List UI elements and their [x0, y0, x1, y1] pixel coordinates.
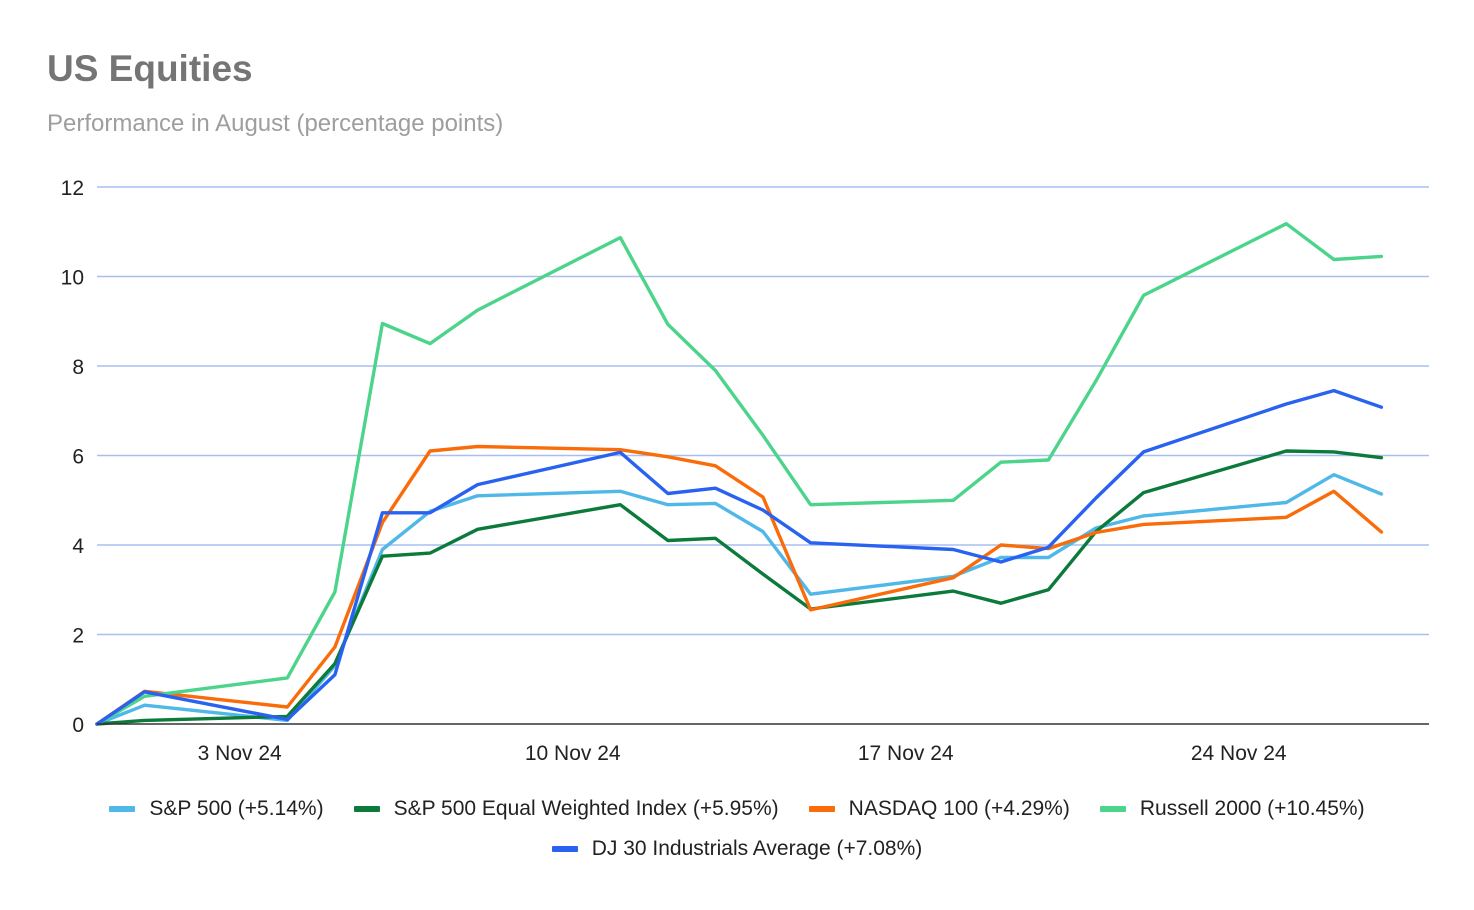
legend-label: Russell 2000 (+10.45%)	[1139, 797, 1365, 820]
y-tick-label: 10	[61, 267, 84, 290]
series-lines	[95, 221, 1384, 726]
y-tick-label: 12	[61, 177, 84, 200]
legend-swatch	[551, 846, 578, 852]
x-tick-label: 3 Nov 24	[198, 742, 282, 765]
chart-legend: S&P 500 (+5.14%) S&P 500 Equal Weighted I…	[0, 796, 1474, 862]
legend-item: Russell 2000 (+10.45%)	[1099, 796, 1365, 822]
x-tick-label: 24 Nov 24	[1191, 742, 1287, 765]
legend-label: NASDAQ 100 (+4.29%)	[848, 797, 1070, 820]
legend-item: NASDAQ 100 (+4.29%)	[808, 796, 1070, 822]
chart-title: US Equities	[47, 48, 253, 89]
y-tick-label: 2	[72, 625, 84, 648]
series-line-3	[95, 221, 1384, 726]
chart-subtitle: Performance in August (percentage points…	[47, 110, 504, 137]
series-line-0	[95, 473, 1384, 726]
x-tick-label: 17 Nov 24	[858, 742, 954, 765]
legend-item: S&P 500 Equal Weighted Index (+5.95%)	[353, 796, 779, 822]
legend-swatch	[353, 806, 380, 812]
y-tick-label: 6	[72, 446, 84, 469]
legend-label: DJ 30 Industrials Average (+7.08%)	[591, 837, 923, 860]
y-tick-label: 8	[72, 356, 84, 379]
y-axis-ticks: 0 2 4 6 8 10 12	[61, 177, 85, 737]
legend-item: DJ 30 Industrials Average (+7.08%)	[551, 836, 923, 862]
series-line-4	[95, 388, 1384, 726]
x-axis-ticks: 3 Nov 24 10 Nov 24 17 Nov 24 24 Nov 24	[198, 742, 1287, 765]
legend-label: S&P 500 (+5.14%)	[149, 797, 324, 820]
series-line-1	[95, 449, 1384, 726]
legend-swatch	[808, 806, 835, 812]
x-tick-label: 10 Nov 24	[525, 742, 621, 765]
legend-item: S&P 500 (+5.14%)	[109, 796, 324, 822]
y-tick-label: 0	[72, 714, 84, 737]
legend-label: S&P 500 Equal Weighted Index (+5.95%)	[393, 797, 779, 820]
legend-swatch	[1099, 806, 1126, 812]
legend-swatch	[109, 806, 136, 812]
series-line-2	[95, 444, 1384, 726]
line-chart-plot: 0 2 4 6 8 10 12 3 Nov 24 10 Nov 24 17 Nov 24 24 N…	[61, 177, 1429, 765]
y-tick-label: 4	[72, 535, 84, 558]
gridlines	[97, 186, 1429, 636]
